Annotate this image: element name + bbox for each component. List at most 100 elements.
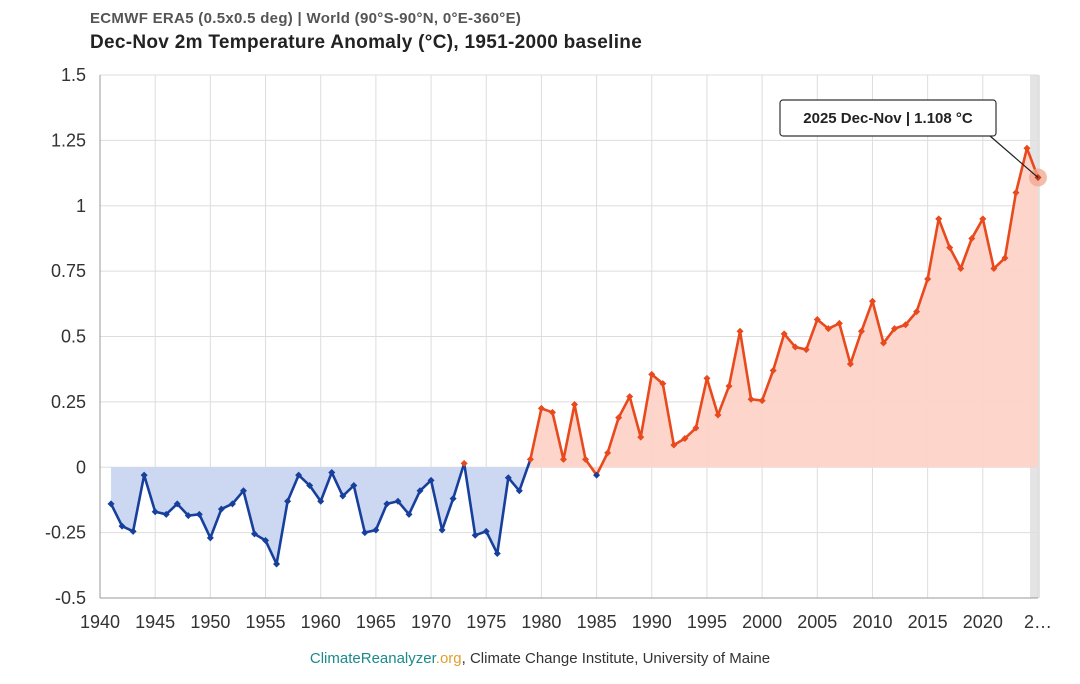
data-point-2020	[979, 215, 987, 223]
line-segment-1947	[175, 502, 190, 517]
x-tick-label-1965: 1965	[356, 612, 396, 632]
line-segment-1958	[297, 473, 311, 487]
line-segment-2004	[804, 318, 819, 351]
data-point-1982	[559, 455, 567, 463]
line-segment-1960	[319, 471, 334, 503]
data-point-1951	[217, 505, 225, 513]
x-tick-label-1980: 1980	[521, 612, 561, 632]
data-point-1953	[239, 487, 247, 495]
data-point-1973	[460, 459, 468, 467]
data-point-2010	[868, 297, 876, 305]
x-tick-label-2015: 2015	[908, 612, 948, 632]
line-segment-1991	[661, 382, 676, 447]
data-point-1994	[692, 424, 700, 432]
data-point-1947	[173, 500, 181, 508]
data-point-1975	[482, 527, 490, 535]
line-segment-1961	[330, 471, 345, 498]
line-segment-1986	[606, 416, 620, 455]
data-point-1941	[107, 500, 115, 508]
x-tick-label-2025: 2…	[1024, 612, 1052, 632]
data-point-1995	[703, 374, 711, 382]
line-segment-1972	[451, 462, 466, 500]
line-segment-1998	[738, 329, 753, 401]
tooltip-pointer	[989, 135, 1039, 178]
line-segment-1973	[462, 462, 477, 537]
data-point-2014	[913, 308, 921, 316]
line-segment-1949	[198, 513, 212, 540]
data-point-1981	[548, 408, 556, 416]
data-point-1985	[593, 471, 601, 479]
data-point-1970	[427, 476, 435, 484]
data-point-1978	[515, 487, 523, 495]
line-segment-1976	[495, 476, 510, 555]
data-point-2011	[880, 339, 888, 347]
data-point-2013	[902, 321, 910, 329]
line-segment-1965	[374, 502, 389, 532]
credit-site-name[interactable]: ClimateReanalyzer	[309, 650, 436, 667]
line-segment-2021	[992, 256, 1007, 270]
line-segment-1993	[683, 426, 698, 440]
credit-site-domain[interactable]: .org	[435, 650, 462, 667]
line-segment-1982	[562, 403, 576, 461]
line-segment-2013	[904, 310, 918, 327]
x-tick-label-1975: 1975	[466, 612, 506, 632]
x-tick-label-1940: 1940	[80, 612, 120, 632]
x-tick-label-1960: 1960	[301, 612, 341, 632]
line-segment-1996	[716, 384, 731, 417]
data-point-1965	[372, 526, 380, 534]
line-segment-1959	[308, 484, 323, 503]
data-point-1959	[306, 482, 314, 490]
x-tick-label-1950: 1950	[190, 612, 230, 632]
data-point-1972	[449, 495, 457, 503]
x-tick-label-1995: 1995	[687, 612, 727, 632]
data-point-1942	[118, 522, 126, 530]
line-segment-2002	[782, 332, 797, 349]
data-point-1969	[416, 487, 424, 495]
data-point-1955	[262, 536, 270, 544]
data-point-1957	[284, 497, 292, 505]
line-segment-1970	[429, 479, 444, 532]
data-point-1958	[295, 471, 303, 479]
data-point-1999	[747, 395, 755, 403]
data-point-1946	[162, 510, 170, 518]
line-segment-1968	[407, 489, 422, 516]
y-tick-label-1: -0.25	[45, 523, 86, 543]
line-segment-1953	[242, 489, 256, 536]
data-point-1962	[339, 492, 347, 500]
data-point-2006	[824, 325, 832, 333]
y-tick-label-8: 1.5	[61, 65, 86, 85]
data-point-1968	[405, 510, 413, 518]
line-segment-1988	[628, 395, 643, 439]
data-point-1967	[394, 497, 402, 505]
x-tick-label-2020: 2020	[963, 612, 1003, 632]
data-point-1949	[195, 510, 203, 518]
line-segment-1941	[109, 502, 124, 528]
data-point-2001	[769, 366, 777, 374]
line-segment-2017	[948, 246, 963, 270]
data-point-1974	[471, 531, 479, 539]
data-point-1971	[438, 526, 446, 534]
line-segment-2014	[915, 277, 929, 313]
y-tick-label-2: 0	[76, 457, 86, 477]
line-segment-1979	[529, 407, 543, 461]
line-segment-2001	[771, 332, 786, 372]
chart-credit: ClimateReanalyzer.org, Climate Change In…	[0, 650, 1080, 667]
line-segment-1969	[418, 479, 433, 493]
line-segment-1955	[264, 539, 278, 566]
x-tick-label-1970: 1970	[411, 612, 451, 632]
data-point-1956	[273, 560, 281, 568]
data-point-1961	[328, 468, 336, 476]
chart-title: Dec-Nov 2m Temperature Anomaly (°C), 195…	[90, 32, 643, 53]
data-point-1943	[129, 527, 137, 535]
data-point-2005	[813, 316, 821, 324]
data-point-1976	[493, 550, 501, 558]
data-point-1952	[228, 500, 236, 508]
data-point-2023	[1012, 189, 1020, 197]
data-point-1990	[648, 370, 656, 378]
line-segment-2008	[849, 329, 863, 366]
data-point-2018	[957, 265, 965, 273]
data-point-1966	[383, 500, 391, 508]
data-point-1993	[681, 434, 689, 442]
data-point-2022	[1001, 254, 1009, 262]
